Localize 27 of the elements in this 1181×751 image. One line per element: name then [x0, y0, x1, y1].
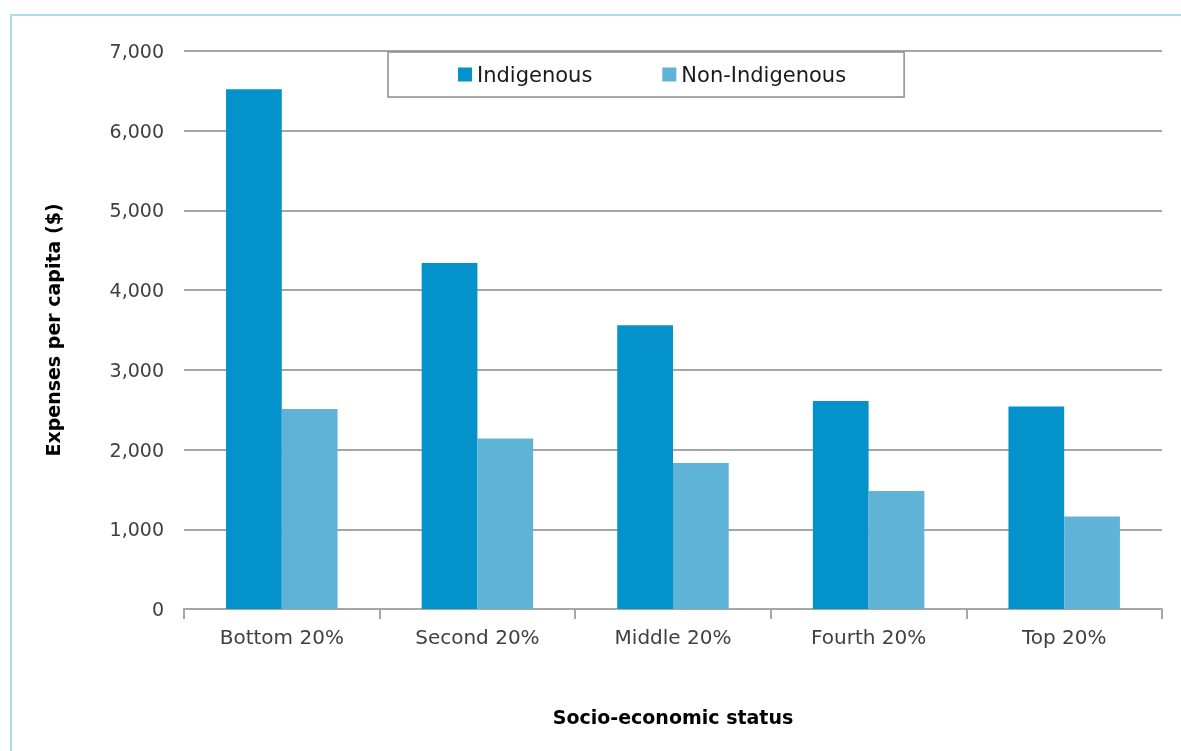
legend-label: Non-Indigenous: [681, 62, 847, 87]
x-tick-label: Second 20%: [415, 625, 540, 649]
y-axis-title: Expenses per capita ($): [41, 203, 64, 457]
y-tick-label: 0: [151, 598, 164, 620]
bar: [281, 408, 338, 609]
y-tick-label: 6,000: [109, 119, 164, 142]
y-tick-label: 4,000: [109, 279, 164, 302]
bar: [421, 263, 478, 609]
x-tick-label: Fourth 20%: [810, 625, 927, 649]
bar: [812, 400, 869, 609]
x-tick-label: Top 20%: [1020, 625, 1107, 649]
x-tick-label: Bottom 20%: [219, 625, 344, 649]
bar: [226, 89, 282, 609]
y-tick-label: 1,000: [109, 518, 164, 541]
x-axis-title: Socio-economic status: [552, 705, 794, 728]
y-tick-label: 5,000: [109, 199, 164, 222]
y-tick-label: 2,000: [109, 438, 164, 461]
y-tick-label: 7,000: [109, 40, 164, 62]
bar: [1064, 516, 1120, 609]
bar: [617, 325, 673, 609]
y-tick-label: 3,000: [109, 358, 164, 381]
bar: [673, 463, 729, 609]
x-tick-label: Middle 20%: [614, 625, 732, 649]
legend-label: Indigenous: [477, 62, 593, 87]
bar: [868, 491, 925, 609]
bar: [477, 438, 534, 609]
bar: [1008, 406, 1065, 609]
